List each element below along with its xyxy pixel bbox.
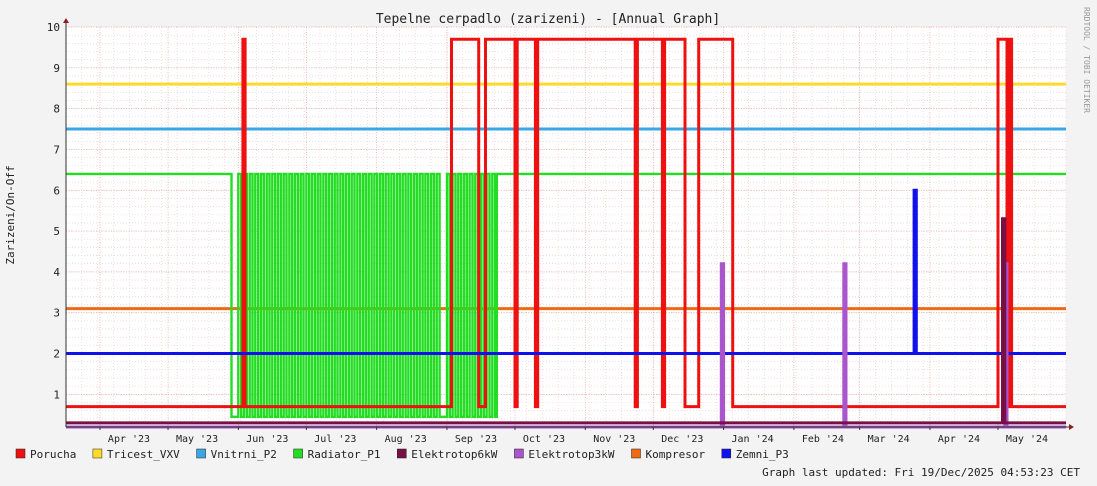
x-tick-label: Mar '24 xyxy=(868,434,910,445)
legend-label: Elektrotop6kW xyxy=(411,448,497,461)
x-tick-label: Aug '23 xyxy=(385,434,427,445)
y-tick-label: 3 xyxy=(53,307,60,320)
x-tick-label: Jun '23 xyxy=(246,434,288,445)
series-line-poruchy xyxy=(66,37,1066,409)
series-line-zemni_p3 xyxy=(66,188,1066,355)
axes xyxy=(63,18,1074,430)
legend-swatch xyxy=(514,448,524,459)
y-tick-label: 4 xyxy=(53,266,60,279)
x-tick-label: May '24 xyxy=(1006,434,1048,445)
legend-label: Radiator_P1 xyxy=(308,448,381,461)
x-tick-label: Dec '23 xyxy=(661,434,703,445)
series-lines xyxy=(66,37,1066,429)
plot-area: 1 2 3 4 5 6 7 8 9 10 Apr '23 May '23 Jun '23 Jul '23… xyxy=(47,18,1074,445)
legend-label: Vnitrni_P2 xyxy=(211,448,277,461)
y-axis-label: Zarizeni/On-Off xyxy=(4,165,17,264)
chart-title: Tepelne cerpadlo (zarizeni) - [Annual Gr… xyxy=(376,12,720,27)
series-line-radiator_p1 xyxy=(66,172,1066,418)
y-tick-label: 9 xyxy=(53,62,60,75)
y-tick-label: 5 xyxy=(53,225,60,238)
legend: Porucha Tricest_VXV Vnitrni_P2 Radiator_P1 E… xyxy=(15,448,789,461)
x-tick-label: Jul '23 xyxy=(314,434,356,445)
legend-label: Kompresor xyxy=(646,448,706,461)
legend-label: Zemni_P3 xyxy=(736,448,789,461)
x-tick-label: Jan '24 xyxy=(732,434,774,445)
x-axis-arrow xyxy=(1069,424,1074,430)
legend-label: Tricest_VXV xyxy=(107,448,180,461)
x-tick-label: Nov '23 xyxy=(593,434,635,445)
watermark: RRDTOOL / TOBI OETIKER xyxy=(1082,7,1091,113)
x-tick-label: Oct '23 xyxy=(523,434,565,445)
legend-swatch xyxy=(397,448,407,459)
series-line-elektrotop3kw xyxy=(66,262,1066,429)
legend-swatch xyxy=(631,448,641,459)
y-tick-label: 6 xyxy=(53,184,60,197)
x-tick-label: Apr '24 xyxy=(938,434,980,445)
x-tick-labels: Apr '23 May '23 Jun '23 Jul '23 Aug '23 Sep '… xyxy=(99,427,1048,445)
legend-swatch xyxy=(196,448,206,459)
x-tick-label: Feb '24 xyxy=(802,434,844,445)
x-tick-label: May '23 xyxy=(176,434,218,445)
y-tick-labels: 1 2 3 4 5 6 7 8 9 10 xyxy=(47,21,61,401)
y-axis-arrow xyxy=(63,18,69,23)
y-tick-label: 7 xyxy=(53,143,60,156)
legend-swatch xyxy=(721,448,732,459)
x-tick-label: Apr '23 xyxy=(108,434,150,445)
series-line-elektrotop6kw xyxy=(66,217,1066,425)
legend-swatch xyxy=(293,448,303,459)
legend-swatch xyxy=(92,448,103,459)
legend-swatch xyxy=(15,448,26,459)
last-updated: Graph last updated: Fri 19/Dec/2025 04:5… xyxy=(762,466,1080,479)
y-tick-label: 1 xyxy=(53,388,60,401)
y-tick-label: 2 xyxy=(53,348,60,361)
y-tick-label: 10 xyxy=(47,21,60,34)
y-tick-label: 8 xyxy=(53,103,60,116)
legend-label: Elektrotop3kW xyxy=(528,448,614,461)
x-tick-label: Sep '23 xyxy=(455,434,497,445)
legend-label: Porucha xyxy=(30,448,76,461)
